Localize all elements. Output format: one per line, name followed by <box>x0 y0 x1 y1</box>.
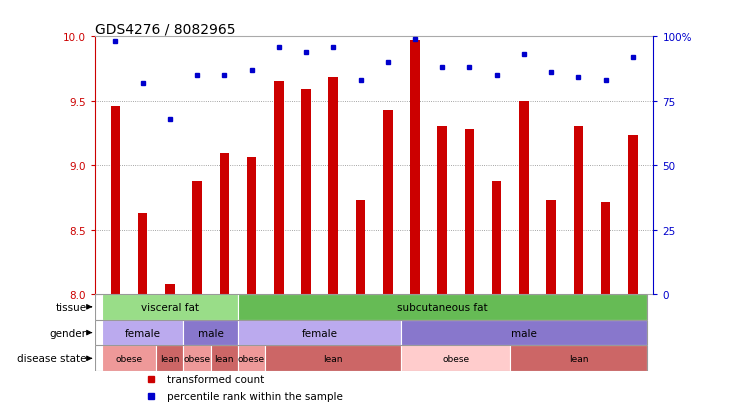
Text: gender: gender <box>50 328 87 338</box>
Bar <box>238 320 402 346</box>
Text: lean: lean <box>160 354 180 363</box>
Text: male: male <box>198 328 223 338</box>
Text: disease state: disease state <box>18 354 87 363</box>
Text: visceral fat: visceral fat <box>141 302 199 312</box>
Bar <box>301 90 311 294</box>
Bar <box>328 78 338 294</box>
Bar <box>402 346 510 371</box>
Bar <box>238 294 647 320</box>
Bar <box>402 320 647 346</box>
Text: male: male <box>511 328 537 338</box>
Text: lean: lean <box>215 354 234 363</box>
Text: lean: lean <box>569 354 588 363</box>
Bar <box>510 346 647 371</box>
Bar <box>410 41 420 294</box>
Bar <box>492 181 502 294</box>
Bar <box>138 213 147 294</box>
Bar <box>601 203 610 294</box>
Text: transformed count: transformed count <box>167 374 265 384</box>
Bar <box>274 82 283 294</box>
Bar <box>547 200 556 294</box>
Text: subcutaneous fat: subcutaneous fat <box>397 302 488 312</box>
Bar <box>465 130 474 294</box>
Bar <box>265 346 402 371</box>
Bar <box>519 102 529 294</box>
Bar <box>183 320 238 346</box>
Bar <box>156 346 183 371</box>
Bar <box>247 158 256 294</box>
Text: female: female <box>301 328 338 338</box>
Bar <box>356 200 365 294</box>
Text: GDS4276 / 8082965: GDS4276 / 8082965 <box>95 22 235 36</box>
Text: obese: obese <box>183 354 211 363</box>
Text: obese: obese <box>115 354 142 363</box>
Text: tissue: tissue <box>55 302 87 312</box>
Bar <box>165 284 174 294</box>
Bar <box>101 346 156 371</box>
Bar <box>574 127 583 294</box>
Bar <box>437 127 447 294</box>
Bar <box>110 107 120 294</box>
Text: percentile rank within the sample: percentile rank within the sample <box>167 391 343 401</box>
Bar <box>101 294 238 320</box>
Bar <box>211 346 238 371</box>
Text: female: female <box>125 328 161 338</box>
Bar <box>101 320 183 346</box>
Bar <box>238 346 265 371</box>
Bar <box>383 110 393 294</box>
Text: lean: lean <box>323 354 343 363</box>
Bar <box>183 346 211 371</box>
Text: obese: obese <box>442 354 469 363</box>
Bar <box>220 154 229 294</box>
Bar <box>192 181 201 294</box>
Text: obese: obese <box>238 354 265 363</box>
Bar <box>628 136 638 294</box>
